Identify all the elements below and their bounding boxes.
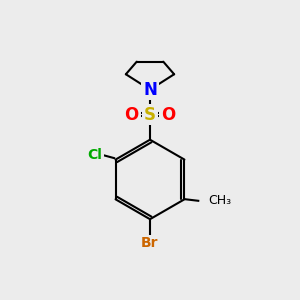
Text: Cl: Cl — [88, 148, 102, 162]
Text: CH₃: CH₃ — [208, 194, 232, 207]
Text: S: S — [144, 106, 156, 124]
Text: O: O — [161, 106, 176, 124]
Text: O: O — [124, 106, 139, 124]
Text: N: N — [143, 81, 157, 99]
Text: Br: Br — [141, 236, 159, 250]
